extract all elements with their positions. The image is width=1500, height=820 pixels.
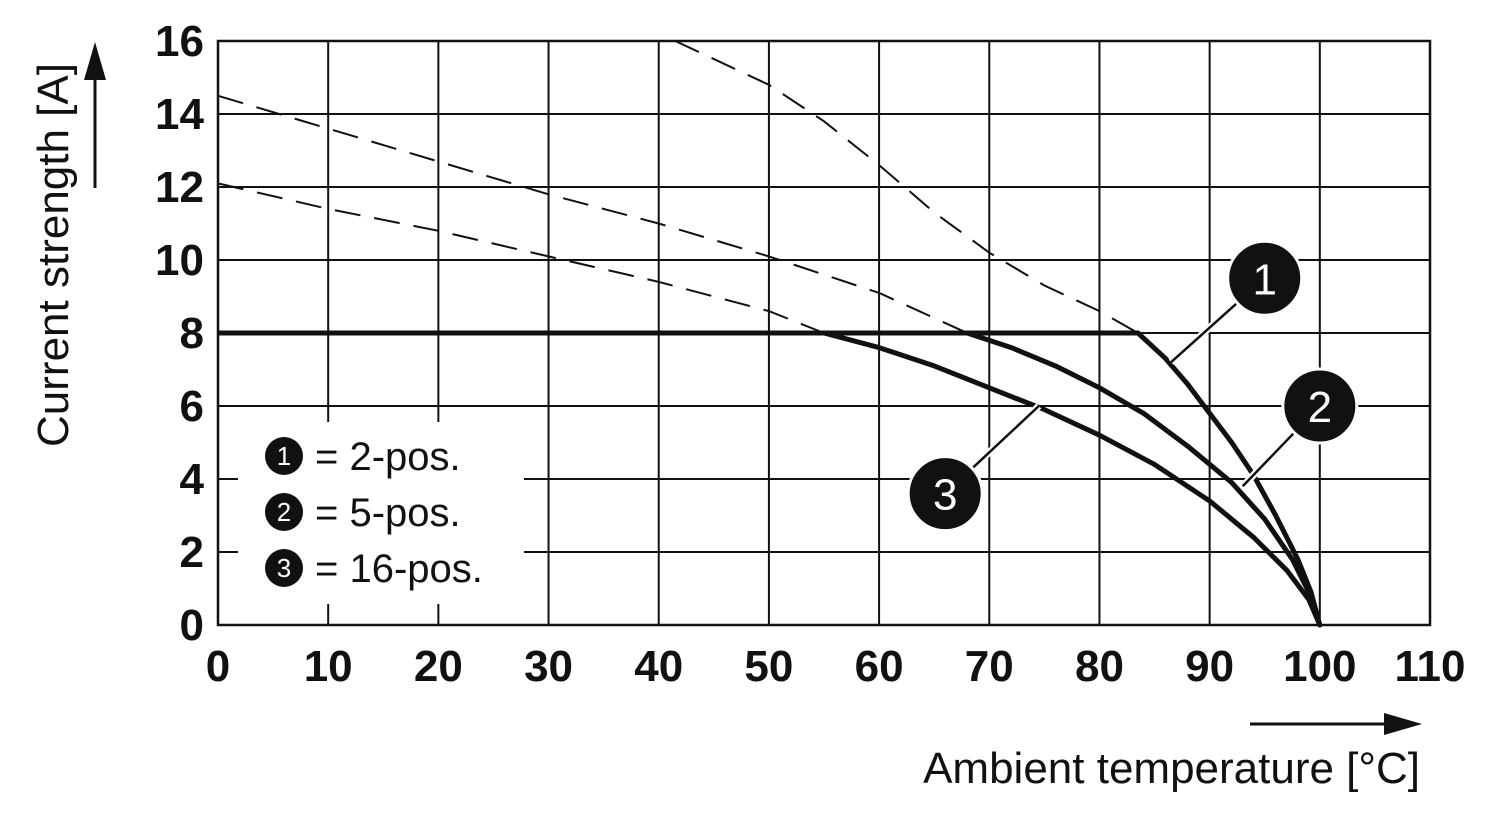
x-tick-label: 90 [1185, 642, 1234, 691]
legend-marker-1 [265, 437, 303, 475]
derating-curves [218, 330, 1323, 628]
x-tick-labels: 0 10 20 30 40 50 60 70 80 90 100 110 [206, 642, 1466, 691]
y-tick-label: 6 [180, 382, 204, 431]
x-tick-label: 0 [206, 642, 230, 691]
x-tick-label: 70 [965, 642, 1014, 691]
x-tick-label: 80 [1075, 642, 1124, 691]
callout-number-3: 3 [933, 471, 957, 520]
y-tick-label: 4 [180, 455, 205, 504]
callout-marker-3 [906, 455, 984, 533]
callout-number-2: 2 [1308, 383, 1332, 432]
y-axis-label: Current strength [A] [29, 63, 78, 447]
legend-marker-number: 2 [277, 497, 291, 527]
x-tick-label: 40 [634, 642, 683, 691]
curve-callouts: 1 2 3 [906, 239, 1359, 533]
y-tick-label: 2 [180, 528, 204, 577]
curve-3 [821, 330, 1323, 628]
dashed-curves [217, 40, 1139, 334]
legend-marker-3 [265, 549, 303, 587]
x-tick-label: 110 [1395, 642, 1466, 691]
y-tick-label: 8 [180, 309, 204, 358]
y-tick-labels: 0 2 4 6 8 10 12 14 16 [155, 17, 204, 650]
legend-marker-number: 1 [277, 441, 291, 471]
callout-line-3 [971, 405, 1040, 470]
legend: 1 = 2-pos. 2 = 5-pos. 3 = 16-pos. [238, 422, 524, 604]
x-tick-label: 10 [304, 642, 353, 691]
y-tick-label: 10 [155, 236, 204, 285]
callout-marker-2 [1281, 367, 1359, 445]
curve-1-dashed [674, 40, 1139, 334]
callout-marker-1 [1226, 239, 1304, 317]
curve-2-dashed [217, 94, 968, 334]
x-axis-arrow-head [1384, 713, 1422, 735]
legend-label: = 16-pos. [315, 547, 483, 591]
callout-line-1 [1170, 302, 1239, 364]
x-tick-label: 60 [855, 642, 904, 691]
curve-2 [964, 330, 1323, 628]
y-tick-label: 12 [155, 163, 204, 212]
y-tick-label: 14 [155, 90, 204, 139]
curve-3-dashed [217, 182, 825, 334]
y-axis-arrow-head [84, 42, 106, 80]
legend-marker-number: 3 [277, 553, 291, 583]
legend-marker-2 [265, 493, 303, 531]
curve-1 [1135, 330, 1323, 628]
y-tick-label: 16 [155, 17, 204, 66]
x-tick-label: 100 [1283, 642, 1356, 691]
legend-label: = 5-pos. [315, 491, 461, 535]
x-axis-label: Ambient temperature [°C] [923, 744, 1420, 793]
y-tick-label: 0 [180, 601, 204, 650]
x-tick-label: 30 [524, 642, 573, 691]
x-tick-label: 50 [744, 642, 793, 691]
callout-line-2 [1241, 431, 1296, 488]
legend-label: = 2-pos. [315, 435, 461, 479]
callout-number-1: 1 [1252, 255, 1276, 304]
x-tick-label: 20 [414, 642, 463, 691]
